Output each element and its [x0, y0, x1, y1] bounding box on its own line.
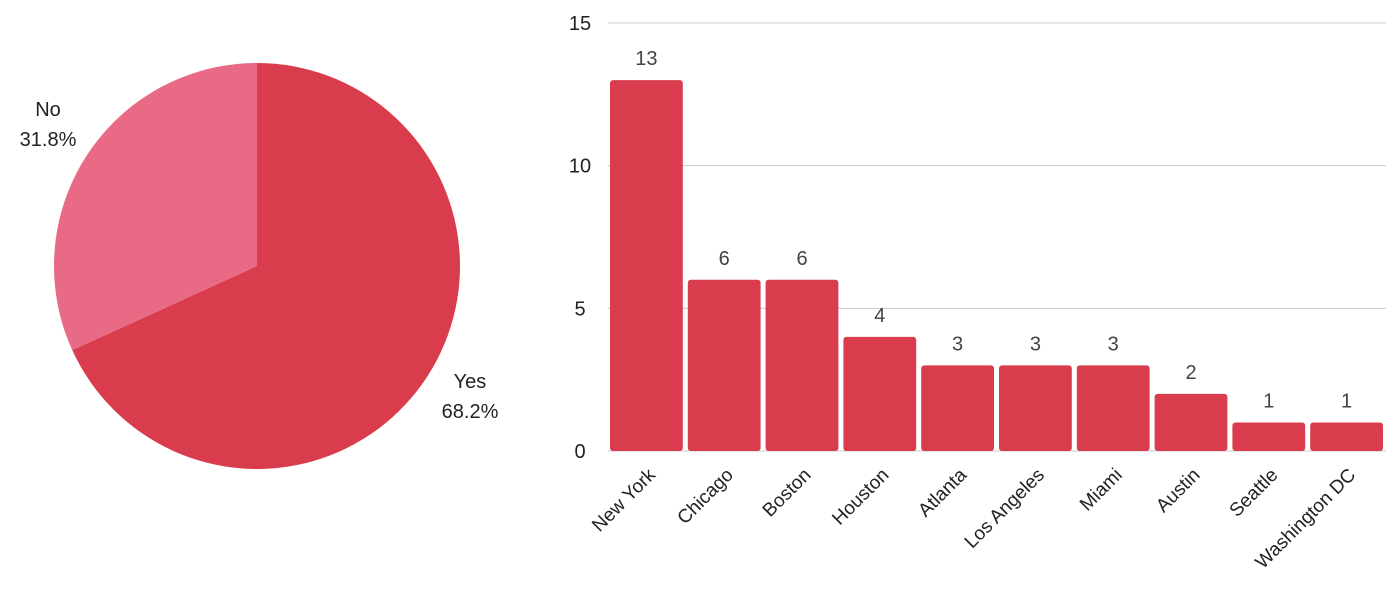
category-label-new-york: New York	[588, 464, 660, 536]
bar-seattle	[1232, 422, 1306, 451]
pie-label-no: No	[35, 99, 61, 121]
bar-chicago	[687, 279, 761, 451]
category-label-houston: Houston	[828, 465, 893, 530]
data-label-boston: 6	[796, 248, 807, 270]
bar-washington-dc	[1310, 422, 1383, 451]
y-tick-label-15: 15	[569, 13, 591, 35]
data-label-new-york: 13	[635, 48, 657, 70]
y-tick-label-5: 5	[574, 298, 585, 320]
data-label-miami: 3	[1108, 333, 1119, 355]
data-label-seattle: 1	[1263, 390, 1274, 412]
y-tick-label-0: 0	[574, 441, 585, 463]
bar-boston	[765, 279, 839, 451]
pie-percent-no: 31.8%	[20, 129, 77, 151]
bar-miami	[1076, 365, 1150, 451]
bar-austin	[1154, 393, 1228, 451]
pie-percent-yes: 68.2%	[442, 401, 499, 423]
y-tick-label-10: 10	[569, 156, 591, 178]
pie-slice-no	[53, 63, 257, 351]
pie-slice-yes	[72, 63, 461, 469]
category-label-boston: Boston	[759, 465, 816, 522]
bar-new-york	[610, 80, 683, 452]
data-label-austin: 2	[1185, 362, 1196, 384]
data-label-chicago: 6	[719, 248, 730, 270]
category-label-atlanta: Atlanta	[914, 464, 971, 521]
data-label-washington-dc: 1	[1341, 390, 1352, 412]
category-label-los-angeles: Los Angeles	[961, 465, 1049, 553]
pie-label-yes: Yes	[454, 371, 487, 393]
category-label-miami: Miami	[1076, 465, 1127, 516]
bar-atlanta	[921, 365, 994, 451]
bar-houston	[843, 336, 917, 451]
data-label-los-angeles: 3	[1030, 333, 1041, 355]
category-label-austin: Austin	[1152, 465, 1204, 517]
data-label-houston: 4	[874, 305, 885, 327]
data-label-atlanta: 3	[952, 333, 963, 355]
pie-chart: Yes 68.2% No 31.8%	[20, 63, 499, 469]
category-label-seattle: Seattle	[1226, 465, 1283, 522]
bar-los-angeles	[999, 365, 1072, 451]
category-label-chicago: Chicago	[674, 465, 738, 529]
